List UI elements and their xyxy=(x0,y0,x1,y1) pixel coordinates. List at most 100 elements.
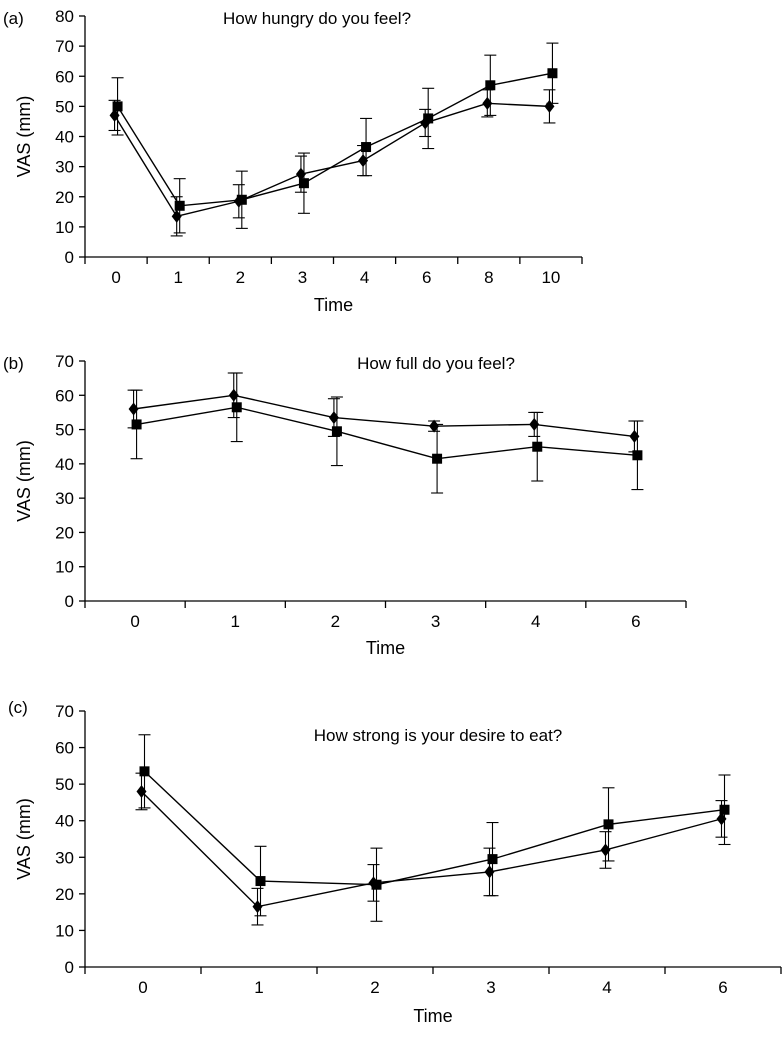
x-tick-label: 6 xyxy=(422,268,431,287)
x-tick-label: 1 xyxy=(173,268,182,287)
data-point-square xyxy=(131,419,142,430)
data-point-square xyxy=(255,876,266,887)
data-point-diamond xyxy=(716,812,727,826)
data-point-square xyxy=(532,441,543,452)
chart-title: How strong is your desire to eat? xyxy=(314,726,563,745)
series-line xyxy=(144,770,725,886)
data-point-square xyxy=(487,854,498,865)
data-point-square xyxy=(361,142,372,153)
series-diamond xyxy=(135,772,728,926)
x-tick-label: 1 xyxy=(231,612,240,631)
data-point-diamond xyxy=(295,167,306,181)
data-point-diamond xyxy=(358,154,369,168)
panel-b: (b) How full do you feel? 0 10 20 30 40 50 60 70 0… xyxy=(3,352,687,658)
y-tick-label: 0 xyxy=(65,248,74,267)
x-axis-title: Time xyxy=(314,295,353,315)
y-tick-label: 10 xyxy=(55,921,74,940)
y-axis-title: VAS (mm) xyxy=(14,440,34,522)
panel-label: (a) xyxy=(3,9,24,28)
data-point-diamond xyxy=(544,99,555,113)
y-tick-label: 20 xyxy=(55,885,74,904)
series-line xyxy=(133,394,635,438)
x-tick-label: 0 xyxy=(138,978,147,997)
data-point-diamond xyxy=(128,402,139,416)
x-tick-label: 2 xyxy=(331,612,340,631)
panel-a: (a) How hungry do you feel?01020304050607… xyxy=(3,7,583,315)
y-tick-label: 60 xyxy=(55,739,74,758)
x-tick-label: 3 xyxy=(298,268,307,287)
y-tick-label: 70 xyxy=(55,352,74,371)
y-tick-label: 30 xyxy=(55,489,74,508)
data-point-diamond xyxy=(228,388,239,402)
y-tick-label: 50 xyxy=(55,97,74,116)
y-tick-label: 0 xyxy=(65,592,74,611)
data-point-diamond xyxy=(629,429,640,443)
y-tick-label: 40 xyxy=(55,128,74,147)
data-point-square xyxy=(331,426,342,437)
chart-title: How full do you feel? xyxy=(357,354,515,373)
y-tick-label: 20 xyxy=(55,523,74,542)
data-point-square xyxy=(603,819,614,830)
y-tick-label: 40 xyxy=(55,455,74,474)
data-point-square xyxy=(112,101,123,112)
data-point-square xyxy=(423,113,434,124)
data-point-square xyxy=(547,68,558,79)
x-tick-label: 0 xyxy=(130,612,139,631)
y-tick-label: 10 xyxy=(55,218,74,237)
series-square xyxy=(130,372,644,494)
data-point-diamond xyxy=(368,876,379,890)
y-tick-label: 50 xyxy=(55,775,74,794)
x-tick-label: 2 xyxy=(236,268,245,287)
data-point-square xyxy=(139,766,150,777)
data-point-square xyxy=(719,804,730,815)
x-axis-title: Time xyxy=(366,638,405,658)
y-tick-label: 40 xyxy=(55,812,74,831)
data-point-square xyxy=(632,450,643,461)
x-tick-label: 4 xyxy=(360,268,369,287)
data-point-diamond xyxy=(484,865,495,879)
x-tick-label: 6 xyxy=(718,978,727,997)
y-tick-label: 80 xyxy=(55,7,74,26)
x-tick-label: 3 xyxy=(431,612,440,631)
series-line xyxy=(116,72,553,207)
panel-label: (c) xyxy=(8,698,28,717)
x-tick-label: 10 xyxy=(541,268,560,287)
data-point-diamond xyxy=(600,843,611,857)
series-line xyxy=(136,406,638,460)
series-square xyxy=(111,42,559,234)
x-tick-label: 0 xyxy=(111,268,120,287)
x-tick-label: 2 xyxy=(370,978,379,997)
y-tick-label: 20 xyxy=(55,188,74,207)
panel-label: (b) xyxy=(3,354,24,373)
y-axis-title: VAS (mm) xyxy=(14,96,34,178)
y-tick-label: 50 xyxy=(55,421,74,440)
data-point-diamond xyxy=(136,784,147,798)
series-line xyxy=(113,102,550,218)
data-point-diamond xyxy=(529,417,540,431)
data-point-diamond xyxy=(328,411,339,425)
series-diamond xyxy=(127,372,641,453)
x-tick-label: 4 xyxy=(531,612,540,631)
chart-title: How hungry do you feel? xyxy=(223,9,411,28)
data-point-diamond xyxy=(429,419,440,433)
y-tick-label: 60 xyxy=(55,386,74,405)
data-point-square xyxy=(432,453,443,464)
y-tick-label: 30 xyxy=(55,158,74,177)
y-tick-label: 70 xyxy=(55,37,74,56)
data-point-diamond xyxy=(109,108,120,122)
data-point-diamond xyxy=(252,900,263,914)
panel-c: (c) How strong is your desire to eat? 0 10 2… xyxy=(8,698,782,1026)
x-axis-title: Time xyxy=(413,1006,452,1026)
data-point-square xyxy=(298,178,309,189)
y-tick-label: 30 xyxy=(55,848,74,867)
y-tick-label: 60 xyxy=(55,67,74,86)
x-tick-label: 4 xyxy=(602,978,611,997)
x-tick-label: 8 xyxy=(484,268,493,287)
y-tick-label: 70 xyxy=(55,702,74,721)
x-tick-label: 6 xyxy=(631,612,640,631)
x-tick-label: 3 xyxy=(486,978,495,997)
x-tick-label: 1 xyxy=(254,978,263,997)
y-axis-title: VAS (mm) xyxy=(14,798,34,880)
data-point-diamond xyxy=(482,96,493,110)
series-line xyxy=(141,790,722,908)
